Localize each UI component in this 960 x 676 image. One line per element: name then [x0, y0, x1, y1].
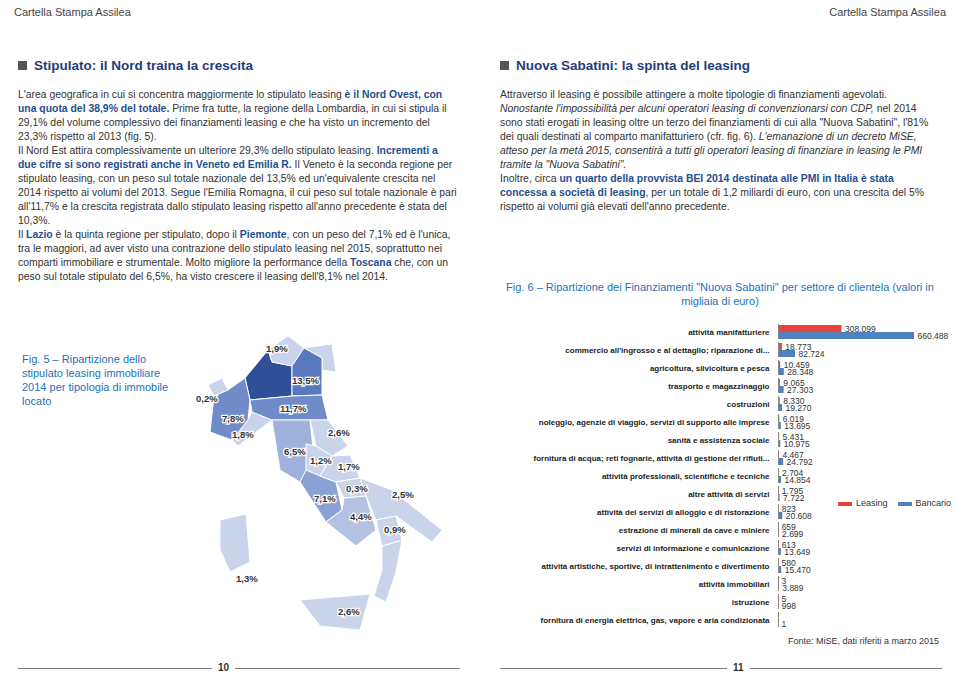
svg-text:6.019: 6.019	[782, 413, 804, 424]
svg-text:0,3%: 0,3%	[346, 483, 368, 494]
svg-text:13.649: 13.649	[784, 547, 810, 557]
svg-text:0,9%: 0,9%	[384, 524, 406, 535]
html-text:Nuova Sabatini: la spinta del: Nuova Sabatini: la spinta del leasing	[516, 58, 751, 73]
svg-text:fornitura di energia elettrica: fornitura di energia elettrica, gas, vap…	[541, 616, 771, 625]
svg-text:27.303: 27.303	[787, 385, 813, 395]
svg-text:659: 659	[781, 521, 796, 532]
svg-text:19.270: 19.270	[785, 403, 811, 413]
svg-text:attività artistiche, sportive,: attività artistiche, sportive, di intrat…	[541, 562, 769, 571]
svg-text:1,7%: 1,7%	[338, 461, 360, 472]
svg-text:2,6%: 2,6%	[338, 606, 360, 617]
html-text:Stipulato: il Nord traina la c: Stipulato: il Nord traina la crescita	[34, 58, 254, 73]
svg-text:3.889: 3.889	[782, 583, 804, 593]
svg-text:noleggio, agenzie di viaggio,: noleggio, agenzie di viaggio, servizi di…	[539, 418, 770, 427]
svg-text:servizi di informazione e comu: servizi di informazione e comunicazione	[617, 544, 770, 553]
svg-text:2,5%: 2,5%	[392, 489, 414, 500]
html-text:11: 11	[733, 662, 744, 673]
svg-text:fornitura di acqua; reti fogna: fornitura di acqua; reti fognarie, attiv…	[533, 454, 769, 463]
svg-text:4.467: 4.467	[782, 449, 804, 460]
html-text:Inoltre, circa un quarto della: Inoltre, circa un quarto della provvista…	[500, 173, 924, 212]
svg-text:6,5%: 6,5%	[284, 446, 306, 457]
svg-text:2.699: 2.699	[782, 529, 804, 539]
svg-text:7,8%: 7,8%	[222, 413, 244, 424]
html-text:Il Nord Est attira complessiva: Il Nord Est attira complessivamente un u…	[18, 145, 457, 226]
svg-text:660.488: 660.488	[918, 331, 949, 341]
html-text:Leasing: Leasing	[856, 498, 888, 508]
html-text:Il Lazio è la quinta regione p: Il Lazio è la quinta regione per stipula…	[18, 229, 451, 282]
svg-text:1,8%: 1,8%	[232, 429, 254, 440]
svg-text:11,7%: 11,7%	[280, 403, 307, 414]
html-text:Attraverso il leasing è possib: Attraverso il leasing è possibile atting…	[500, 89, 887, 100]
html-text:10: 10	[218, 662, 230, 673]
svg-text:estrazione di minerali da cave: estrazione di minerali da cave e miniere	[619, 526, 770, 535]
svg-text:1: 1	[782, 619, 787, 629]
svg-text:attività manifatturiere: attività manifatturiere	[688, 328, 770, 337]
svg-text:15.470: 15.470	[785, 565, 811, 575]
svg-text:sanità e assistenza sociale: sanità e assistenza sociale	[668, 436, 770, 445]
svg-text:20.608: 20.608	[786, 511, 812, 521]
svg-text:1,3%: 1,3%	[236, 573, 258, 584]
svg-text:24.792: 24.792	[787, 457, 813, 467]
svg-text:2,6%: 2,6%	[328, 427, 350, 438]
svg-text:agricoltura, silvicoltura e pe: agricoltura, silvicoltura e pesca	[650, 364, 770, 373]
svg-text:9.065: 9.065	[783, 377, 805, 388]
html-text:Cartella Stampa Assilea: Cartella Stampa Assilea	[14, 6, 131, 18]
html-text:Bancario: Bancario	[915, 498, 952, 508]
svg-text:commercio all'ingrosso e al de: commercio all'ingrosso e al dettaglio; r…	[565, 346, 769, 355]
html-text:Nonostante l'impossibilità per: Nonostante l'impossibilità per alcuni op…	[500, 103, 929, 170]
svg-text:4,4%: 4,4%	[350, 511, 372, 522]
svg-text:1.795: 1.795	[781, 485, 804, 496]
svg-text:580: 580	[781, 557, 796, 568]
svg-text:3: 3	[781, 575, 787, 586]
svg-text:13.695: 13.695	[784, 421, 810, 431]
svg-text:5: 5	[781, 593, 787, 604]
svg-text:8.330: 8.330	[783, 395, 805, 406]
html-text:Fonte: MiSE, dati riferiti a m: Fonte: MiSE, dati riferiti a marzo 2015	[788, 636, 940, 646]
svg-text:5.431: 5.431	[782, 431, 804, 442]
svg-text:1,9%: 1,9%	[266, 343, 288, 354]
svg-text:2.704: 2.704	[782, 467, 804, 478]
svg-text:823: 823	[781, 503, 796, 514]
svg-text:14.854: 14.854	[785, 475, 811, 485]
svg-text:trasporto e magazzinaggio: trasporto e magazzinaggio	[668, 382, 769, 391]
svg-text:7.722: 7.722	[783, 493, 805, 503]
svg-text:13,5%: 13,5%	[292, 375, 319, 386]
svg-text:10.975: 10.975	[784, 439, 810, 449]
svg-text:1,2%: 1,2%	[310, 455, 332, 466]
html-text:Fig. 6 – Ripartizione dei Fina: Fig. 6 – Ripartizione dei Finanziamenti …	[506, 281, 934, 307]
svg-text:attività immobiliari: attività immobiliari	[699, 580, 770, 589]
svg-text:308.099: 308.099	[845, 324, 876, 334]
html-text:Cartella Stampa Assilea: Cartella Stampa Assilea	[829, 6, 946, 18]
svg-text:attività professionali, scient: attività professionali, scientifiche e t…	[602, 472, 770, 481]
svg-text:attività dei servizi di allogg: attività dei servizi di alloggio e di ri…	[597, 508, 770, 517]
svg-text:613: 613	[781, 539, 796, 550]
svg-text:7,1%: 7,1%	[314, 493, 336, 504]
svg-text:998: 998	[782, 601, 796, 611]
svg-text:0,2%: 0,2%	[196, 393, 218, 404]
svg-text:82.724: 82.724	[799, 349, 825, 359]
svg-text:altre attività di servizi: altre attività di servizi	[688, 490, 769, 499]
svg-text:18.773: 18.773	[785, 341, 812, 352]
svg-text:istruzione: istruzione	[732, 598, 770, 607]
html-text:Fig. 5 – Ripartizione dello st: Fig. 5 – Ripartizione dello stipulato le…	[22, 353, 169, 407]
html-text:L'area geografica in cui si co: L'area geografica in cui si concentra ma…	[18, 89, 447, 142]
svg-text:costruzioni: costruzioni	[727, 400, 770, 409]
svg-text:10.459: 10.459	[783, 359, 810, 370]
svg-text:28.348: 28.348	[787, 367, 813, 377]
